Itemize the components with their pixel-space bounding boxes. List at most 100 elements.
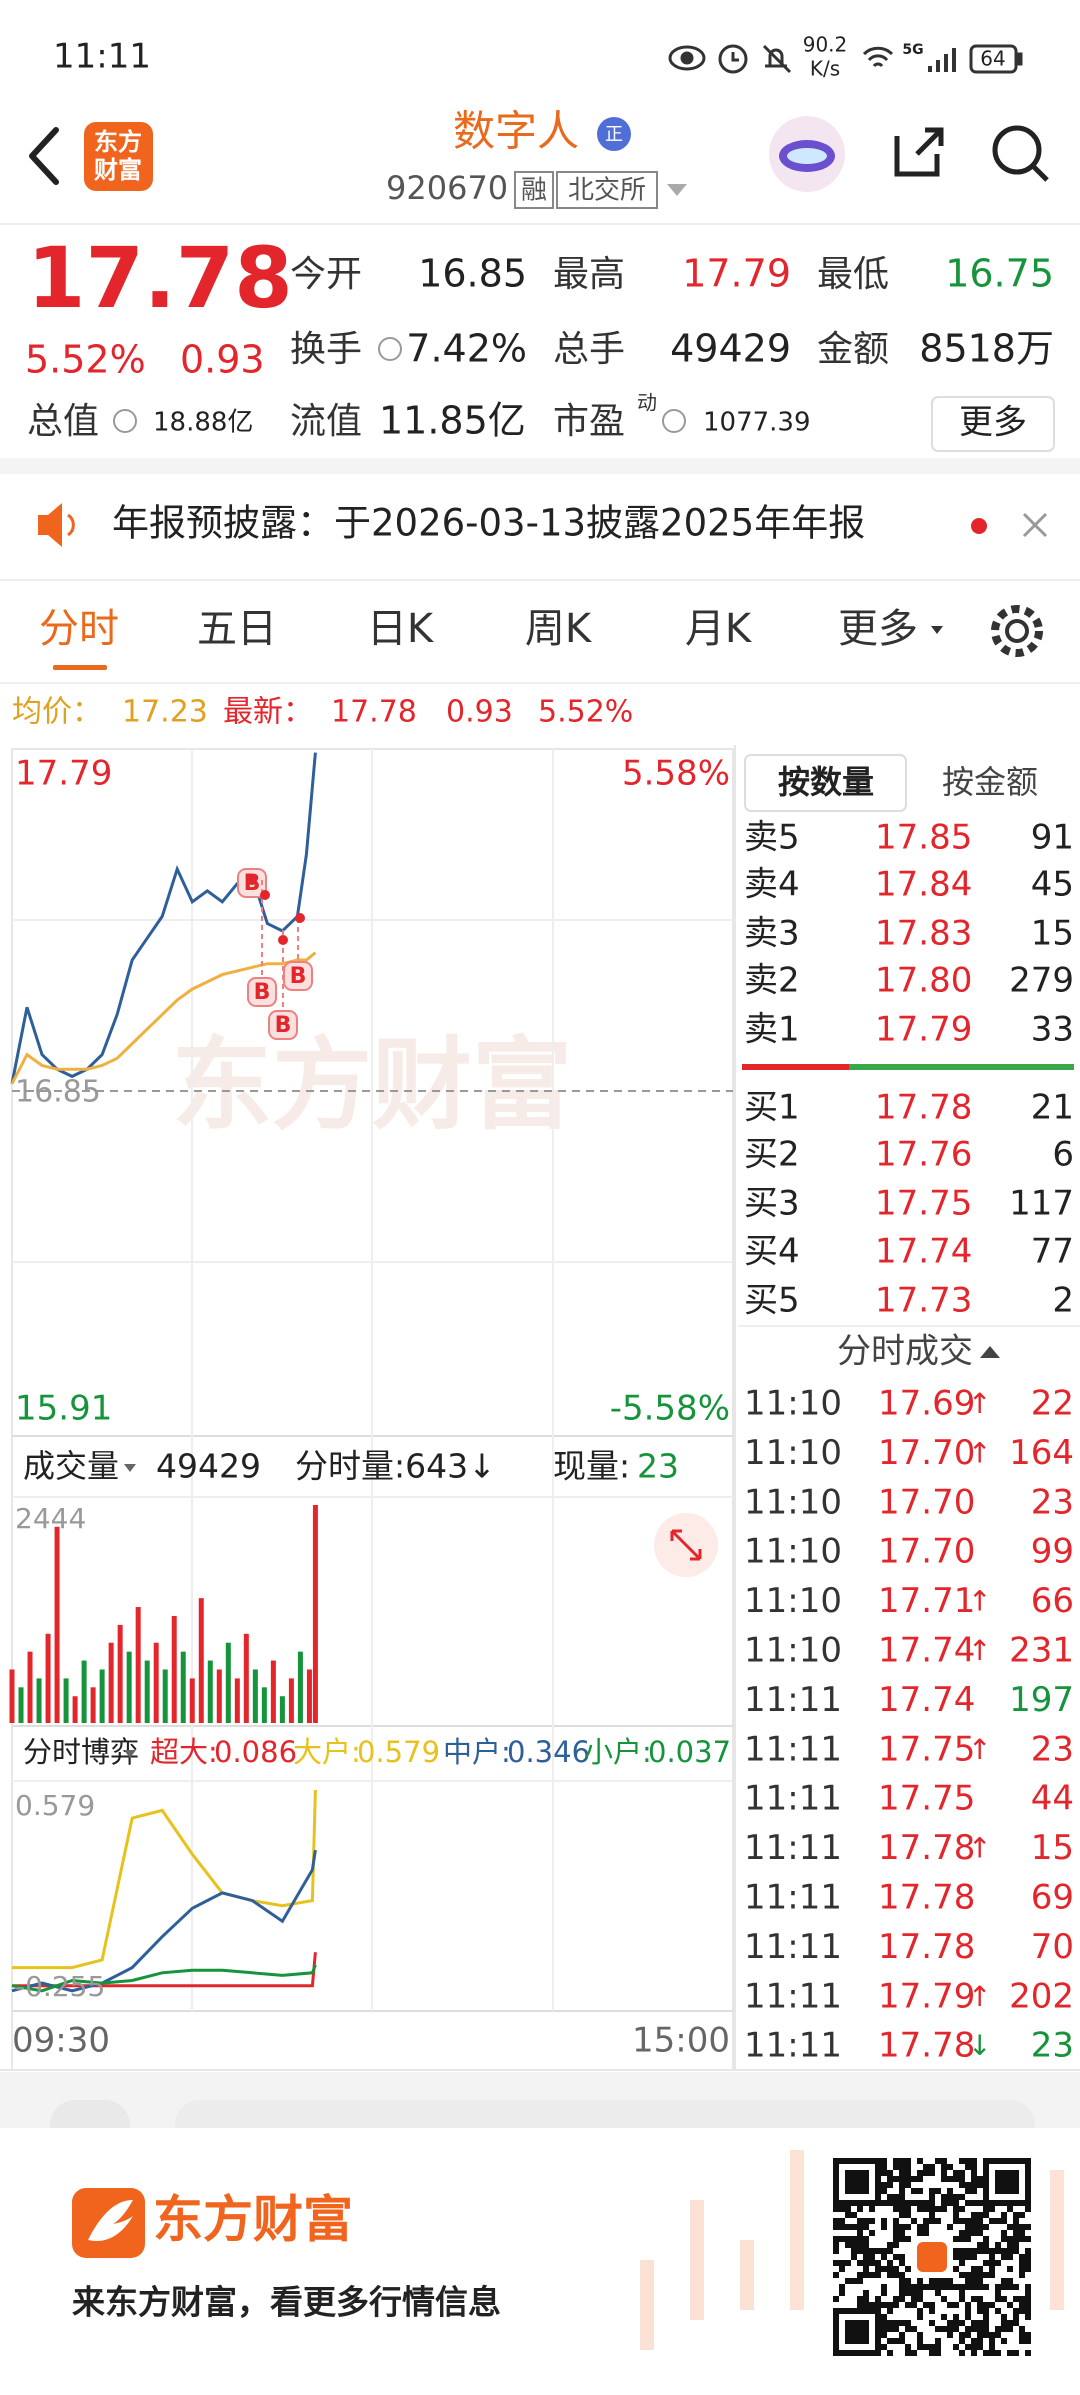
qr-cell	[959, 2182, 965, 2188]
logo-text: 东方	[94, 128, 142, 156]
qr-cell	[977, 2248, 983, 2254]
qr-cell	[1007, 2284, 1013, 2290]
qr-cell	[959, 2290, 965, 2296]
qr-cell	[875, 2248, 881, 2254]
dropdown-arrow[interactable]	[667, 184, 687, 196]
qr-cell	[1013, 2284, 1019, 2290]
qr-cell	[839, 2284, 845, 2290]
qr-cell	[989, 2338, 995, 2344]
tab-active-box[interactable]	[744, 754, 907, 812]
qr-cell	[941, 2158, 947, 2164]
qr-cell	[929, 2284, 935, 2290]
qr-cell	[971, 2296, 977, 2302]
trade-arrow: ↑	[968, 1585, 991, 1618]
qr-cell	[851, 2212, 857, 2218]
more-button-text[interactable]: 更多	[959, 403, 1027, 443]
close-button[interactable]	[1022, 512, 1048, 538]
qr-cell	[1001, 2248, 1007, 2254]
volume-bar	[90, 1687, 96, 1723]
qr-cell	[1019, 2254, 1025, 2260]
book-tab[interactable]: 按金额	[942, 763, 1038, 801]
qr-cell	[857, 2278, 863, 2284]
qr-cell	[893, 2236, 899, 2242]
tab[interactable]: 五日	[197, 606, 277, 652]
book-tab[interactable]: 按数量	[778, 763, 874, 801]
qr-cell	[983, 2314, 989, 2320]
qr-cell	[905, 2350, 911, 2356]
share-button[interactable]	[894, 127, 944, 177]
signal-text: B	[254, 980, 271, 1005]
qr-cell	[869, 2272, 875, 2278]
qr-cell	[851, 2242, 857, 2248]
qr-cell	[1013, 2224, 1019, 2230]
qr-cell	[1025, 2290, 1031, 2296]
badge	[597, 117, 631, 151]
book-label: 买3	[744, 1184, 800, 1224]
qr-cell	[857, 2206, 863, 2212]
back-button[interactable]	[29, 127, 59, 185]
qr-cell	[839, 2290, 845, 2296]
qr-cell	[1001, 2338, 1007, 2344]
qr-cell	[971, 2278, 977, 2284]
qr-cell	[845, 2260, 851, 2266]
qr-cell	[857, 2260, 863, 2266]
qr-cell	[881, 2320, 887, 2326]
tab[interactable]: 周K	[525, 606, 593, 652]
qr-cell	[875, 2302, 881, 2308]
qr-cell	[905, 2284, 911, 2290]
qr-cell	[923, 2224, 929, 2230]
qr-cell	[887, 2302, 893, 2308]
current-volume: 23	[637, 1447, 679, 1486]
qr-cell	[917, 2290, 923, 2296]
net-speed: 90.2	[803, 33, 848, 57]
qr-cell	[1007, 2236, 1013, 2242]
qr-cell	[965, 2272, 971, 2278]
qr-cell	[977, 2332, 983, 2338]
qr-cell	[947, 2326, 953, 2332]
qr-cell	[1025, 2338, 1031, 2344]
qr-cell	[947, 2278, 953, 2284]
qr-cell	[917, 2158, 923, 2164]
qr-cell	[1025, 2206, 1031, 2212]
qr-cell	[989, 2302, 995, 2308]
volume-label[interactable]: 成交量	[23, 1447, 119, 1485]
net-speed-unit: K/s	[810, 57, 840, 81]
qr-cell	[971, 2326, 977, 2332]
qr-cell	[977, 2320, 983, 2326]
avatar[interactable]	[769, 116, 845, 192]
qr-cell	[917, 2230, 923, 2236]
tab[interactable]: 更多	[838, 606, 918, 652]
qr-cell	[869, 2254, 875, 2260]
flows-label[interactable]: 分时博弈	[23, 1735, 139, 1769]
trade-price: 17.74	[878, 1631, 975, 1671]
settings-button[interactable]	[991, 605, 1043, 657]
qr-cell	[893, 2254, 899, 2260]
qr-cell	[947, 2332, 953, 2338]
qr-cell	[905, 2158, 911, 2164]
trade-time: 11:11	[744, 1828, 842, 1868]
qr-cell	[959, 2332, 965, 2338]
qr-cell	[851, 2224, 857, 2230]
qr-cell	[839, 2224, 845, 2230]
field-value: 8518万	[919, 327, 1054, 371]
qr-cell	[881, 2344, 887, 2350]
qr-cell	[947, 2302, 953, 2308]
qr-cell	[935, 2326, 941, 2332]
series-line	[11, 1964, 317, 1993]
tab[interactable]: 分时	[39, 606, 119, 652]
tab[interactable]: 日K	[367, 606, 435, 652]
book-price: 17.85	[875, 818, 972, 858]
dropdown-arrow	[124, 1750, 136, 1758]
qr-cell	[1001, 2314, 1007, 2320]
search-button[interactable]	[992, 125, 1049, 182]
volume-bar	[45, 1633, 51, 1723]
trade-volume: 23	[1031, 1482, 1074, 1522]
tab[interactable]: 月K	[685, 606, 753, 652]
battery-tip	[1015, 52, 1023, 66]
volume-bar	[117, 1624, 123, 1723]
trade-volume: 197	[1009, 1680, 1074, 1720]
more-button[interactable]	[931, 396, 1055, 452]
qr-cell	[977, 2308, 983, 2314]
trade-arrow: ↑	[968, 1980, 991, 2013]
